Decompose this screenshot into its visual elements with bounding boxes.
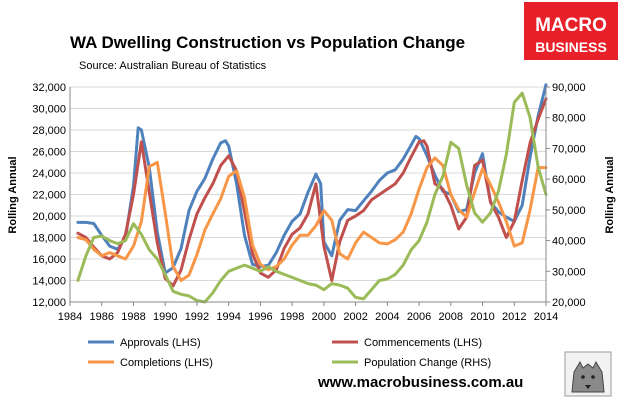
macrobusiness-logo: MACRO BUSINESS xyxy=(524,2,618,60)
x-tick-label: 1998 xyxy=(280,311,304,323)
y-left-tick-label: 22,000 xyxy=(32,190,66,202)
y-right-tick-label: 30,000 xyxy=(552,266,586,278)
wolf-logo xyxy=(564,351,612,397)
y-left-tick-label: 32,000 xyxy=(32,82,66,94)
legend-label: Population Change (RHS) xyxy=(364,357,491,369)
x-tick-label: 2004 xyxy=(375,311,399,323)
x-tick-label: 1988 xyxy=(121,311,145,323)
logo-line2: BUSINESS xyxy=(535,39,607,55)
y-right-tick-label: 20,000 xyxy=(552,297,586,309)
x-tick-label: 1992 xyxy=(185,311,209,323)
x-axis-ticks: 1984 1986 1988 1990 1992 1994 1996 1998 2000 2002… xyxy=(58,302,558,323)
y-right-tick-label: 70,000 xyxy=(552,143,586,155)
y-left-axis-title: Rolling Annual xyxy=(7,156,19,233)
website-url: www.macrobusiness.com.au xyxy=(317,374,523,391)
y-left-tick-label: 14,000 xyxy=(32,276,66,288)
wolf-eye-left xyxy=(581,375,585,379)
x-tick-label: 2014 xyxy=(534,311,558,323)
x-tick-label: 2010 xyxy=(470,311,494,323)
y-left-tick-label: 30,000 xyxy=(32,104,66,116)
y-right-tick-label: 50,000 xyxy=(552,205,586,217)
x-tick-label: 1994 xyxy=(216,311,240,323)
wolf-eye-right xyxy=(591,375,595,379)
y-left-tick-label: 26,000 xyxy=(32,147,66,159)
x-tick-label: 1984 xyxy=(58,311,82,323)
y-left-axis-ticks: 12,000 14,000 16,000 18,000 20,000 22,000 24,0… xyxy=(32,82,66,309)
series-line-3 xyxy=(76,91,548,304)
x-tick-label: 2002 xyxy=(343,311,367,323)
wolf-nose xyxy=(585,385,591,389)
logo-line1: MACRO xyxy=(535,15,607,36)
y-left-tick-label: 12,000 xyxy=(32,297,66,309)
x-tick-label: 1990 xyxy=(153,311,177,323)
x-tick-label: 1986 xyxy=(89,311,113,323)
series-line-2 xyxy=(76,156,548,282)
y-right-axis-title: Rolling Annual xyxy=(604,156,616,233)
chart-source: Source: Australian Bureau of Statistics xyxy=(79,60,267,72)
y-left-tick-label: 18,000 xyxy=(32,233,66,245)
x-tick-label: 1996 xyxy=(248,311,272,323)
y-left-tick-label: 28,000 xyxy=(32,125,66,137)
y-right-tick-label: 80,000 xyxy=(552,113,586,125)
y-left-tick-label: 20,000 xyxy=(32,211,66,223)
gridlines xyxy=(70,86,546,303)
x-tick-label: 2008 xyxy=(439,311,463,323)
x-tick-label: 2006 xyxy=(407,311,431,323)
wolf-head-icon xyxy=(571,360,605,393)
y-right-tick-label: 40,000 xyxy=(552,236,586,248)
y-right-tick-label: 60,000 xyxy=(552,174,586,186)
legend-label: Commencements (LHS) xyxy=(364,337,482,349)
y-right-tick-label: 90,000 xyxy=(552,82,586,94)
chart-title: WA Dwelling Construction vs Population C… xyxy=(70,33,465,52)
series-lines xyxy=(76,83,548,304)
y-left-tick-label: 24,000 xyxy=(32,168,66,180)
x-tick-label: 2000 xyxy=(312,311,336,323)
legend: Approvals (LHS) Commencements (LHS) Comple… xyxy=(88,337,491,369)
series-line-0 xyxy=(76,83,548,275)
logo-background xyxy=(524,2,618,60)
plot-area xyxy=(69,83,548,304)
y-right-axis-ticks: 20,000 30,000 40,000 50,000 60,000 70,000 80,0… xyxy=(546,82,586,309)
legend-label: Approvals (LHS) xyxy=(120,337,201,349)
legend-label: Completions (LHS) xyxy=(120,357,213,369)
y-left-tick-label: 16,000 xyxy=(32,254,66,266)
x-tick-label: 2012 xyxy=(502,311,526,323)
